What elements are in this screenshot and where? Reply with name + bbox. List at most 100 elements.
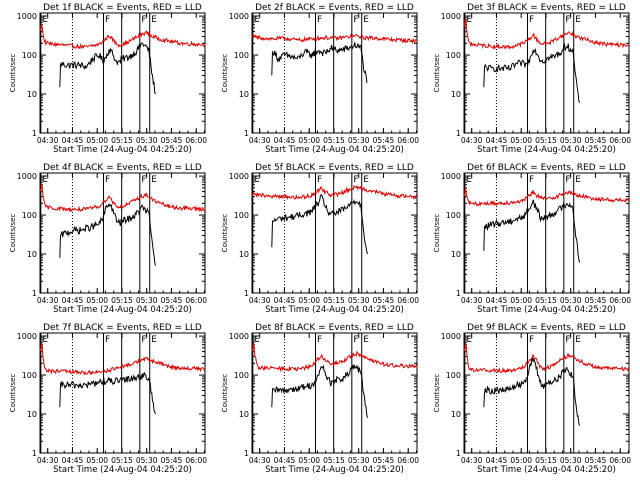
x-tick-label: 05:00 (510, 296, 532, 305)
flag-label: E (575, 335, 581, 345)
flag-label: F (141, 335, 146, 345)
x-axis-label: Start Time (24-Aug-04 04:25:20) (53, 305, 192, 315)
y-tick-label: 10 (451, 250, 461, 259)
flag-label: F (565, 175, 570, 185)
panel-title: Det 7f BLACK = Events, RED = LLD (43, 323, 202, 333)
x-tick-label: 05:30 (560, 136, 582, 145)
y-axis-label: Counts/sec (221, 54, 229, 93)
x-tick-label: 04:30 (249, 296, 271, 305)
y-tick-label: 1 (32, 449, 37, 458)
plot-frame (39, 172, 206, 294)
series-events-line (271, 364, 368, 418)
y-tick-label: 1 (244, 449, 249, 458)
x-tick-label: 04:45 (486, 136, 508, 145)
panel-det-4: Det 4f BLACK = Events, RED = LLD 1 10 100 10… (9, 163, 207, 315)
panel-det-6: Det 6f BLACK = Events, RED = LLD 1 10 100 10… (433, 163, 631, 315)
flag-label: F (141, 175, 146, 185)
x-tick-label: 06:00 (397, 136, 419, 145)
series-lld-line (251, 184, 418, 201)
flag-label: E (575, 15, 581, 25)
series-lld-line (39, 183, 206, 213)
panel-det-9: Det 9f BLACK = Events, RED = LLD 1 10 100 10… (433, 323, 631, 475)
flag-label: F (353, 175, 358, 185)
series-lld-line (39, 23, 206, 50)
series-events-line (483, 356, 580, 426)
x-tick-label: 04:45 (62, 296, 84, 305)
plot-frame (463, 172, 630, 294)
x-tick-label: 05:45 (585, 136, 607, 145)
series-lld-line (463, 18, 630, 50)
x-tick-label: 04:45 (62, 456, 84, 465)
x-tick-label: 05:00 (510, 136, 532, 145)
plot-frame (251, 172, 418, 294)
plot-frame (251, 12, 418, 134)
y-tick-label: 100 (22, 51, 37, 60)
y-tick-label: 1 (32, 129, 37, 138)
y-tick-label: 10 (27, 250, 37, 259)
flag-label: E (42, 335, 48, 345)
x-tick-label: 06:00 (609, 456, 631, 465)
x-tick-label: 05:45 (161, 456, 183, 465)
y-tick-label: 1 (456, 289, 461, 298)
series-lld-line (251, 342, 418, 373)
x-tick-label: 05:30 (136, 136, 158, 145)
y-tick-label: 1000 (17, 12, 37, 21)
x-tick-label: 05:15 (323, 456, 345, 465)
flag-label: E (254, 15, 260, 25)
flag-label: E (42, 175, 48, 185)
y-tick-label: 10 (239, 410, 249, 419)
y-tick-label: 10 (27, 90, 37, 99)
x-tick-label: 05:45 (373, 136, 395, 145)
panel-title: Det 6f BLACK = Events, RED = LLD (467, 163, 626, 173)
flag-label: E (254, 335, 260, 345)
y-tick-label: 10 (239, 90, 249, 99)
x-tick-label: 06:00 (397, 456, 419, 465)
x-tick-label: 04:30 (37, 136, 59, 145)
x-tick-label: 05:15 (323, 296, 345, 305)
x-tick-label: 04:45 (274, 456, 296, 465)
y-tick-label: 100 (234, 51, 249, 60)
x-tick-label: 05:30 (560, 456, 582, 465)
flag-label: F (105, 175, 110, 185)
flag-label: E (151, 175, 157, 185)
y-tick-label: 1000 (17, 332, 37, 341)
flag-label: E (151, 335, 157, 345)
y-tick-label: 100 (446, 51, 461, 60)
flag-label: E (151, 15, 157, 25)
series-events-line (59, 371, 156, 415)
flag-label: E (575, 175, 581, 185)
series-lld-line (463, 187, 630, 207)
x-tick-label: 05:45 (161, 296, 183, 305)
flag-label: E (363, 335, 369, 345)
y-axis-label: Counts/sec (221, 374, 229, 413)
x-tick-label: 04:30 (37, 456, 59, 465)
x-tick-label: 06:00 (397, 296, 419, 305)
plot-frame (463, 12, 630, 134)
y-tick-label: 10 (451, 90, 461, 99)
x-tick-label: 06:00 (609, 136, 631, 145)
x-tick-label: 05:30 (348, 456, 370, 465)
x-tick-label: 06:00 (185, 136, 207, 145)
panel-det-7: Det 7f BLACK = Events, RED = LLD 1 10 100 10… (9, 323, 207, 475)
panel-title: Det 5f BLACK = Events, RED = LLD (255, 163, 414, 173)
flag-label: E (466, 15, 472, 25)
series-lld-line (251, 33, 418, 45)
x-tick-label: 05:45 (585, 296, 607, 305)
flag-label: F (353, 15, 358, 25)
series-events-line (483, 199, 580, 263)
x-tick-label: 04:45 (62, 136, 84, 145)
x-tick-label: 05:30 (348, 296, 370, 305)
x-tick-label: 05:30 (136, 296, 158, 305)
plot-frame (251, 332, 418, 454)
y-tick-label: 1 (456, 129, 461, 138)
y-axis-label: Counts/sec (9, 214, 17, 253)
y-tick-label: 1000 (441, 12, 461, 21)
plot-frame (463, 332, 630, 454)
x-tick-label: 05:15 (535, 296, 557, 305)
flag-label: F (105, 15, 110, 25)
flag-label: E (42, 15, 48, 25)
x-axis-label: Start Time (24-Aug-04 04:25:20) (265, 465, 404, 475)
y-tick-label: 10 (27, 410, 37, 419)
x-tick-label: 05:00 (298, 456, 320, 465)
panel-title: Det 4f BLACK = Events, RED = LLD (43, 163, 202, 173)
